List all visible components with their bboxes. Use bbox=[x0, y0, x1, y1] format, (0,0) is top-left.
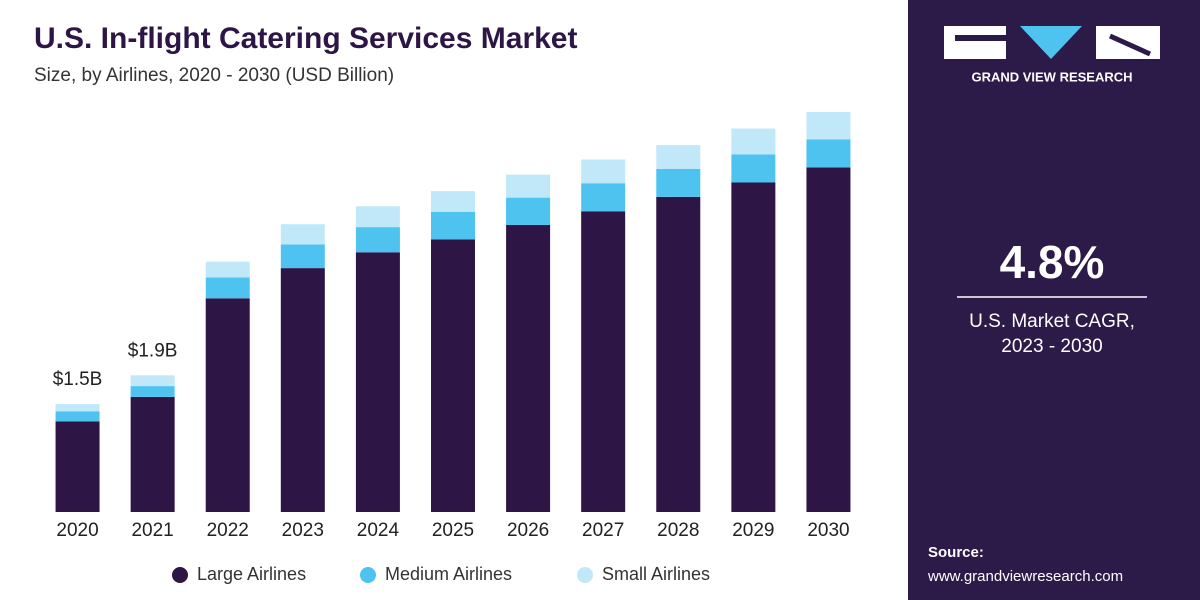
bar-segment bbox=[581, 183, 626, 212]
cagr-caption: 2023 - 2030 bbox=[1001, 336, 1102, 357]
sidebar-background bbox=[908, 0, 1200, 600]
bar-segment bbox=[205, 298, 250, 512]
x-tick-label: 2025 bbox=[432, 520, 474, 541]
bar-segment bbox=[355, 252, 400, 512]
data-label: $1.9B bbox=[128, 340, 178, 361]
bar-segment bbox=[205, 261, 250, 278]
bar-segment bbox=[130, 375, 175, 387]
x-tick-label: 2027 bbox=[582, 520, 624, 541]
bar-segment bbox=[205, 277, 250, 299]
bar-segment bbox=[431, 239, 475, 512]
bar-segment bbox=[130, 396, 175, 512]
x-tick-label: 2022 bbox=[207, 520, 249, 541]
bar-segment bbox=[55, 411, 100, 422]
bar-segment bbox=[355, 227, 400, 253]
x-tick-label: 2020 bbox=[56, 520, 98, 541]
bar-segment bbox=[581, 211, 626, 512]
bar-segment bbox=[731, 182, 776, 512]
chart-subtitle: Size, by Airlines, 2020 - 2030 (USD Bill… bbox=[34, 65, 394, 86]
bar-segment bbox=[806, 139, 851, 168]
x-tick-label: 2030 bbox=[807, 520, 849, 541]
bar-segment bbox=[506, 197, 551, 225]
bar-segment bbox=[355, 206, 400, 228]
x-tick-label: 2024 bbox=[357, 520, 400, 541]
legend-marker bbox=[172, 567, 188, 583]
legend-label: Large Airlines bbox=[197, 564, 306, 584]
bar-segment bbox=[731, 154, 776, 183]
x-tick-label: 2029 bbox=[732, 520, 774, 541]
bar-segment bbox=[656, 168, 701, 197]
bar-segment bbox=[431, 191, 475, 212]
cagr-caption: U.S. Market CAGR, bbox=[969, 311, 1135, 332]
x-tick-label: 2021 bbox=[131, 520, 173, 541]
brand-name: GRAND VIEW RESEARCH bbox=[971, 69, 1132, 84]
bar-segment bbox=[130, 386, 175, 397]
bar-segment bbox=[55, 404, 100, 412]
bar-segment bbox=[280, 244, 325, 269]
legend-label: Medium Airlines bbox=[385, 564, 512, 584]
legend-marker bbox=[360, 567, 376, 583]
bar-segment bbox=[656, 145, 701, 169]
x-tick-label: 2023 bbox=[282, 520, 324, 541]
bar-segment bbox=[656, 196, 701, 512]
data-label: $1.5B bbox=[53, 369, 103, 390]
cagr-value: 4.8% bbox=[1000, 236, 1105, 288]
bar-segment bbox=[506, 174, 551, 198]
x-tick-label: 2026 bbox=[507, 520, 549, 541]
bar-segment bbox=[731, 128, 776, 155]
bar-segment bbox=[581, 159, 626, 184]
legend-marker bbox=[577, 567, 593, 583]
chart-title: U.S. In-flight Catering Services Market bbox=[34, 22, 577, 55]
source-label: Source: bbox=[928, 544, 984, 561]
source-url: www.grandviewresearch.com bbox=[927, 568, 1123, 585]
bar-segment bbox=[506, 224, 551, 512]
bar-segment bbox=[280, 268, 325, 512]
x-tick-label: 2028 bbox=[657, 520, 699, 541]
bar-segment bbox=[280, 224, 325, 245]
bar-segment bbox=[806, 112, 851, 140]
sidebar: GRAND VIEW RESEARCH 4.8% U.S. Market CAG… bbox=[908, 0, 1200, 600]
bar-segment bbox=[55, 421, 100, 512]
bar-segment bbox=[806, 167, 851, 512]
bar-segment bbox=[431, 212, 475, 240]
logo bbox=[944, 26, 1160, 59]
legend-label: Small Airlines bbox=[602, 564, 710, 584]
